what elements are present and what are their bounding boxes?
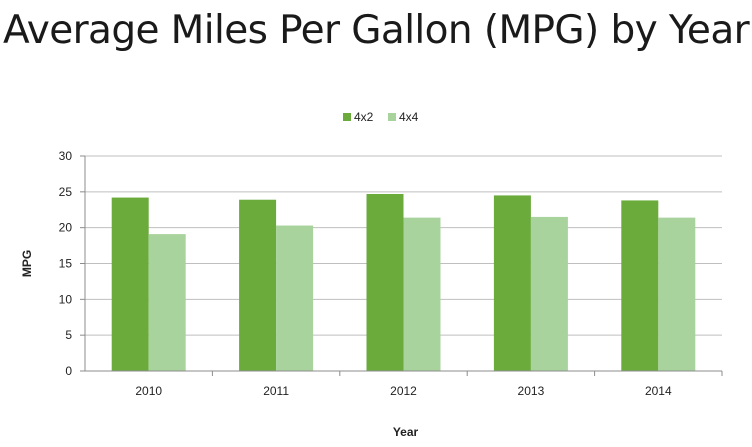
legend-swatch-4x2 — [343, 113, 351, 121]
bars — [111, 193, 696, 371]
y-tick-label: 5 — [65, 328, 72, 342]
bar-4x2-2014 — [621, 200, 659, 371]
bar-4x4-2013 — [530, 216, 568, 371]
y-tick-label: 10 — [59, 292, 73, 306]
x-tick-label: 2014 — [645, 384, 672, 398]
x-tick-label: 2010 — [135, 384, 162, 398]
y-tick-label: 20 — [59, 221, 73, 235]
bar-4x2-2011 — [239, 199, 277, 371]
bar-4x2-2010 — [111, 197, 149, 371]
legend-label-4x4: 4x4 — [399, 110, 419, 124]
x-tick-label: 2013 — [518, 384, 545, 398]
bar-4x2-2013 — [493, 195, 531, 371]
x-tick-label: 2012 — [390, 384, 417, 398]
y-tick-label: 0 — [65, 364, 72, 378]
y-tick-label: 25 — [59, 185, 73, 199]
bar-4x2-2012 — [366, 193, 404, 371]
bar-4x4-2014 — [658, 217, 696, 371]
bar-4x4-2010 — [148, 234, 186, 371]
bar-4x4-2012 — [403, 217, 441, 371]
x-tick-label: 2011 — [263, 384, 289, 398]
y-tick-label: 30 — [59, 149, 73, 163]
axes: 0 5 10 15 20 25 30 2010 2011 2012 2013 2014 — [59, 149, 723, 398]
y-tick-label: 15 — [59, 257, 73, 271]
bar-4x4-2011 — [276, 225, 314, 371]
y-axis-title: MPG — [20, 250, 34, 277]
legend: 4x2 4x4 — [343, 110, 419, 124]
legend-label-4x2: 4x2 — [354, 110, 374, 124]
chart-title: Average Miles Per Gallon (MPG) by Year — [2, 8, 750, 53]
x-axis-title: Year — [393, 425, 419, 439]
legend-swatch-4x4 — [388, 113, 396, 121]
